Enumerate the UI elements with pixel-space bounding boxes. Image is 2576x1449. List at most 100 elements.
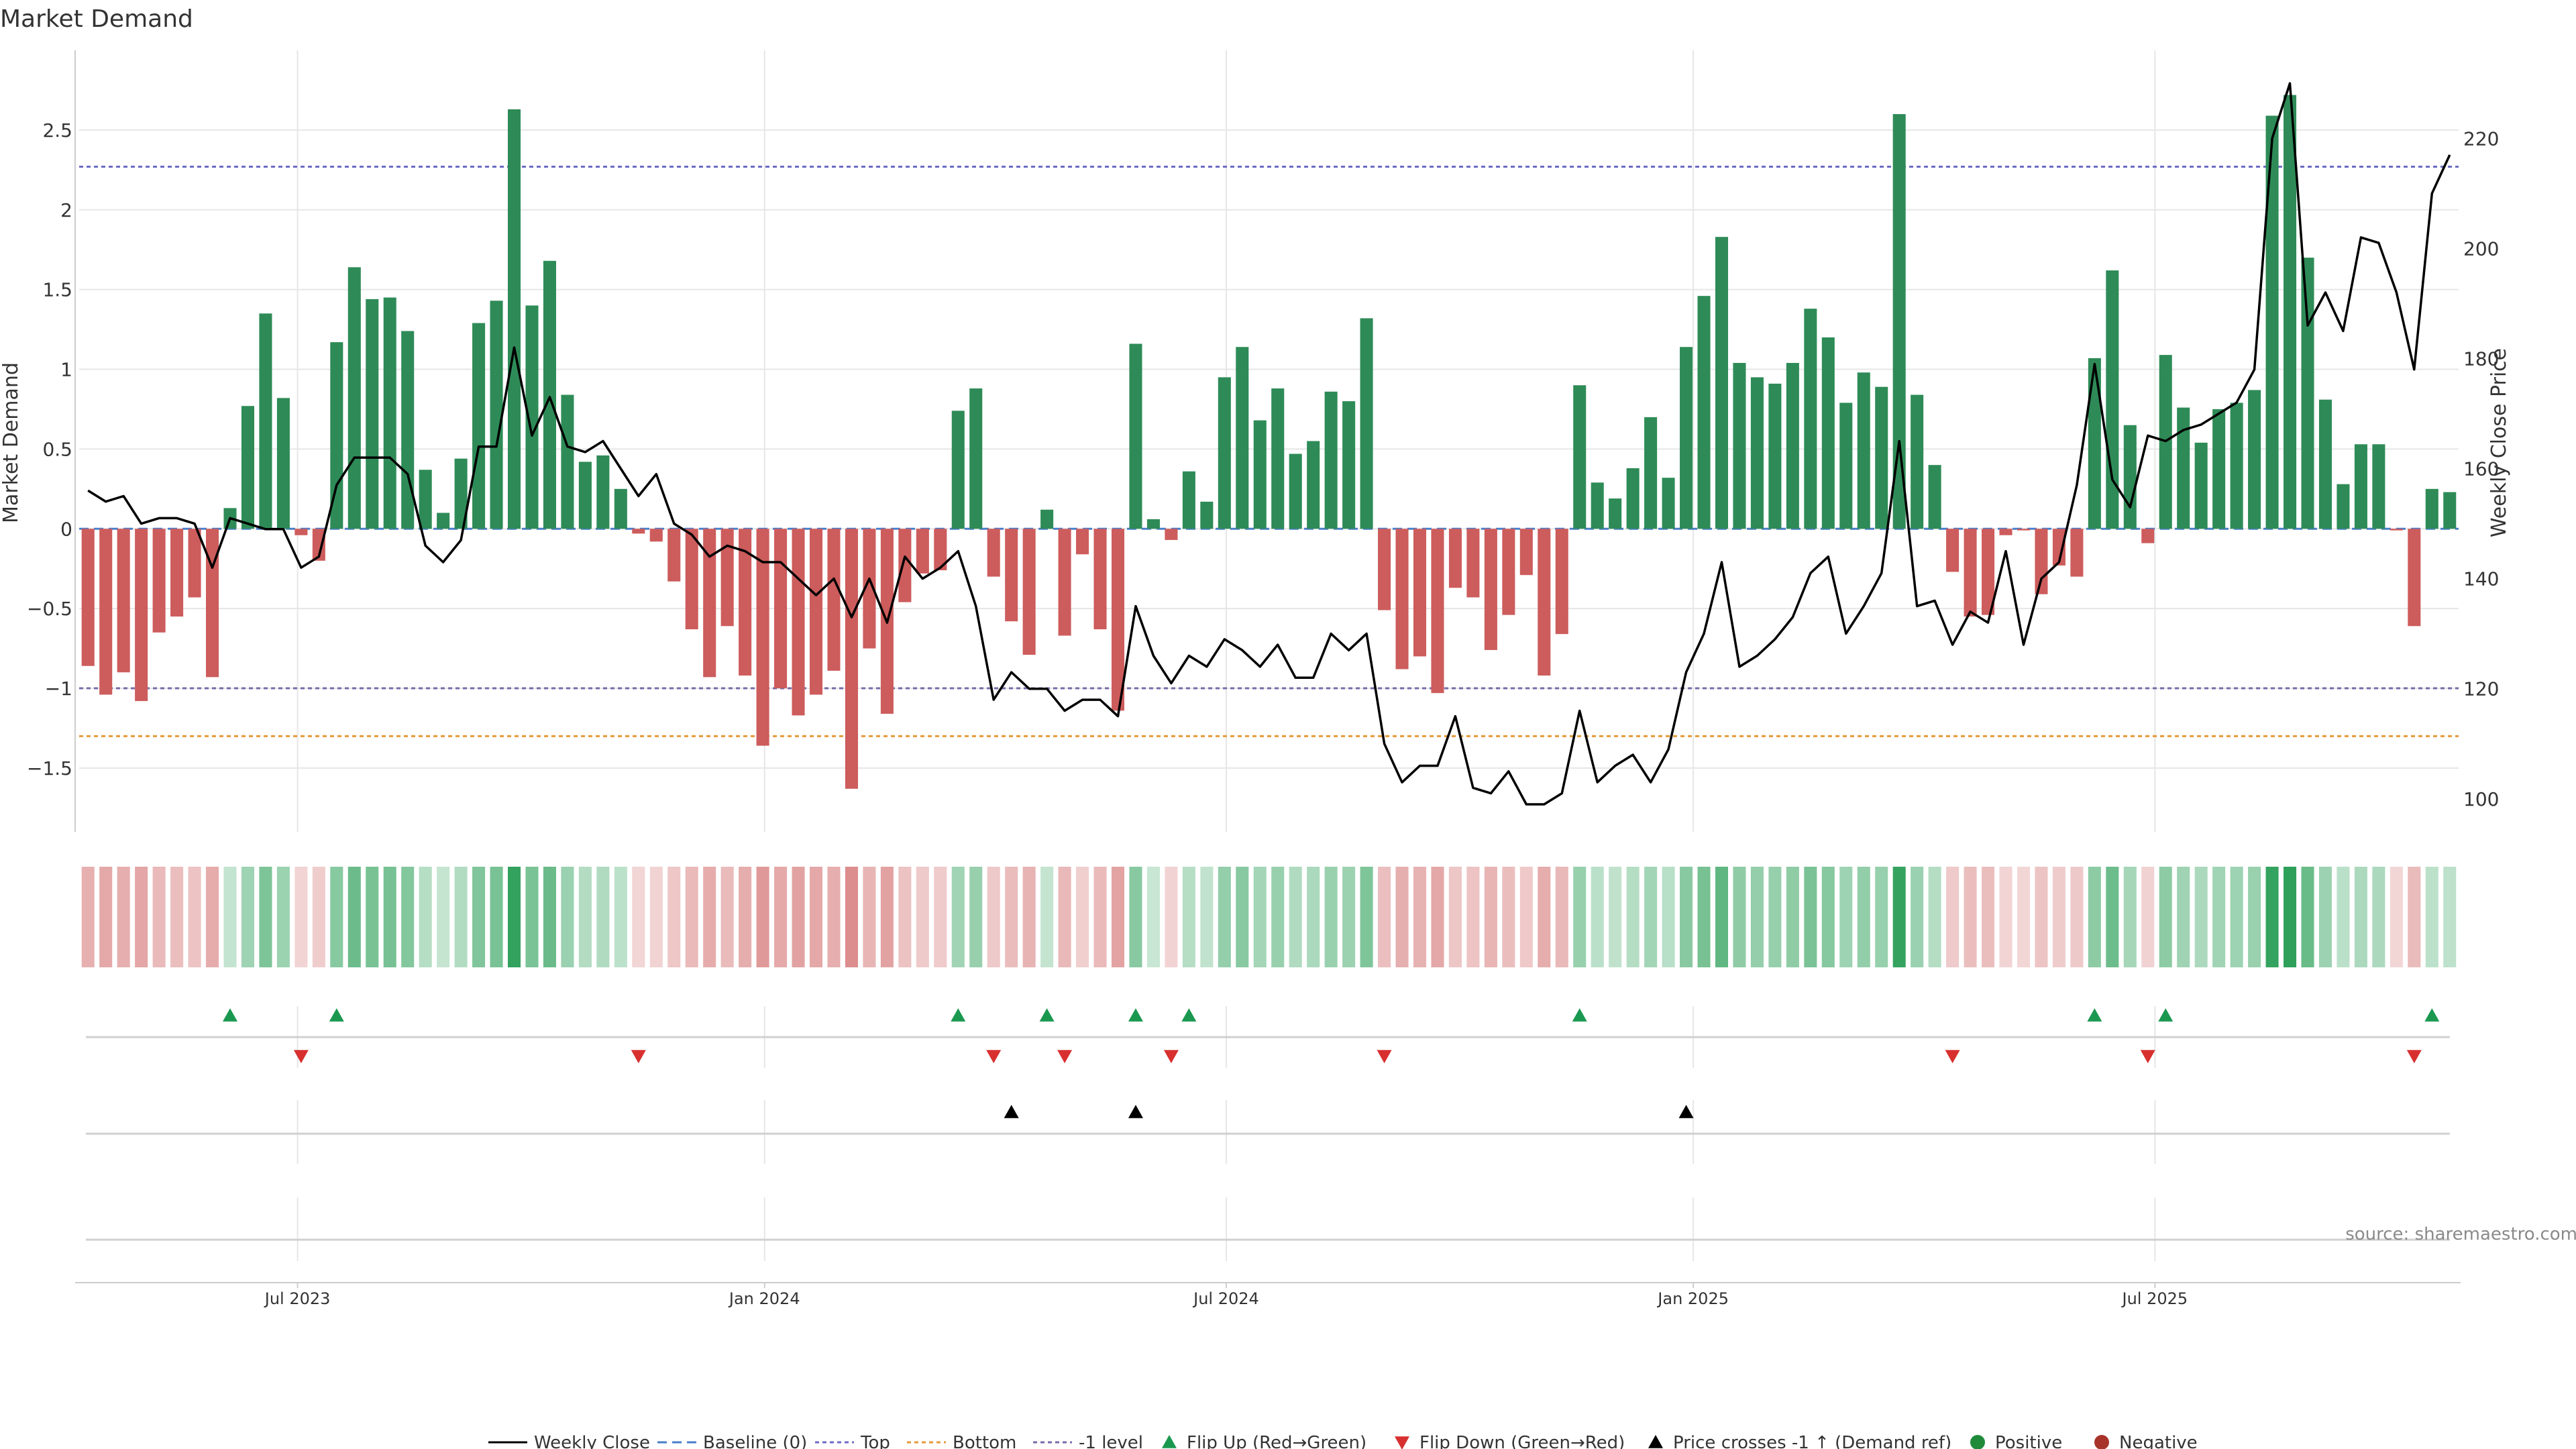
legend-label: Positive [1995, 1433, 2062, 1449]
heat-strip-cell [472, 867, 486, 967]
heat-strip-cell [2212, 867, 2226, 967]
heat-strip-cell [898, 867, 912, 967]
heat-strip-cell [1058, 867, 1071, 967]
heat-strip-cell [1200, 867, 1214, 967]
demand-bar [561, 394, 574, 529]
demand-bar [2088, 358, 2101, 529]
heat-strip-cell [1218, 867, 1231, 967]
heat-strip-cell [152, 867, 166, 967]
demand-bar [1733, 363, 1746, 529]
demand-bar [1964, 529, 1977, 617]
heat-strip-cell [667, 867, 681, 967]
chart-title: Market Demand [0, 5, 193, 33]
flip-down-marker [986, 1050, 1002, 1063]
demand-bar [2284, 95, 2297, 529]
demand-bar [401, 331, 415, 529]
demand-bar [1555, 529, 1568, 635]
demand-bar [1360, 318, 1373, 529]
demand-bar [170, 529, 184, 617]
x-tick-label: Jul 2025 [2121, 1289, 2188, 1308]
demand-bar [685, 529, 698, 630]
flip-down-marker [293, 1050, 309, 1063]
demand-bar [1750, 377, 1764, 529]
x-tick-label: Jul 2024 [1192, 1289, 1259, 1308]
demand-bar [667, 529, 681, 582]
legend-label: Bottom [953, 1433, 1016, 1449]
heat-strip-cell [1519, 867, 1533, 967]
legend-swatch-flip-up [1162, 1435, 1177, 1448]
demand-bar [898, 529, 912, 602]
heat-strip-cell [1946, 867, 1960, 967]
flip-up-marker [1128, 1008, 1143, 1022]
price-cross-marker [1004, 1105, 1019, 1118]
signal-markers [86, 1008, 2450, 1449]
demand-bar [1324, 391, 1338, 529]
demand-bar [1662, 478, 1675, 529]
flip-down-marker [631, 1050, 646, 1063]
demand-bar [1378, 529, 1391, 610]
demand-bar [2443, 492, 2457, 529]
heat-strip-cell [117, 867, 130, 967]
heat-strip-cell [1626, 867, 1640, 967]
demand-bar [1146, 519, 1160, 529]
demand-bar [792, 529, 805, 716]
heat-strip-cell [632, 867, 645, 967]
demand-bar [1591, 482, 1604, 529]
legend-swatch-positive [1970, 1435, 1985, 1449]
demand-bar [1911, 394, 1924, 529]
demand-bar [1165, 529, 1178, 540]
demand-bar [259, 313, 272, 529]
demand-bar [1573, 385, 1587, 529]
demand-bar [366, 299, 379, 529]
heat-strip-cell [1076, 867, 1089, 967]
demand-bar [1680, 347, 1693, 529]
heat-strip-cell [1395, 867, 1409, 967]
y-left-tick-label: 2 [60, 199, 72, 221]
axes: 2.5 2 1.5 1 0.5 0 −0.5 −1 −1.5 100 120 140 160 180 200… [27, 50, 2499, 1308]
demand-bar [1413, 529, 1427, 657]
heat-strip-cell [1466, 867, 1480, 967]
demand-bar [2035, 529, 2048, 594]
demand-bar [1484, 529, 1497, 650]
flip-up-marker [2424, 1008, 2440, 1022]
demand-bar [1928, 465, 1941, 529]
heat-strip-cell [330, 867, 343, 967]
flip-down-marker [1945, 1050, 1960, 1063]
heat-strip-cell [2425, 867, 2438, 967]
heat-strip-cell [1484, 867, 1497, 967]
demand-bar [1786, 363, 1799, 529]
heat-strip-cell [2123, 867, 2137, 967]
heat-strip-cell [2035, 867, 2048, 967]
flip-up-marker [2087, 1008, 2102, 1022]
demand-bar [1448, 529, 1462, 588]
demand-bar [1502, 529, 1515, 615]
heat-strip-cell [2088, 867, 2101, 967]
demand-bar [2106, 270, 2119, 529]
demand-bar [1040, 509, 1054, 529]
demand-bar [454, 458, 468, 529]
demand-bar [525, 305, 539, 529]
demand-bar [2301, 258, 2314, 529]
demand-bar [1271, 388, 1285, 529]
heat-strip-cell [1413, 867, 1427, 967]
demand-bar [2318, 399, 2332, 529]
level-lines [79, 166, 2459, 737]
y-axis-left-label: Market Demand [0, 362, 23, 523]
demand-bar [2354, 444, 2367, 529]
heat-strip-cell [2230, 867, 2243, 967]
heat-strip-cell [1022, 867, 1036, 967]
heat-strip-cell [1165, 867, 1178, 967]
heat-strip-cell [703, 867, 716, 967]
heat-strip-cell [951, 867, 965, 967]
demand-bar [1697, 296, 1711, 529]
heat-strip-cell [1892, 867, 1906, 967]
heat-strip-cell [1591, 867, 1604, 967]
demand-bar [1218, 377, 1231, 529]
demand-bar [1892, 114, 1906, 529]
heat-strip-cell [863, 867, 876, 967]
demand-bar [1609, 498, 1622, 529]
flip-up-marker [1039, 1008, 1055, 1022]
heat-strip-cell [454, 867, 468, 967]
y-right-tick-label: 100 [2463, 788, 2499, 810]
demand-bar [649, 529, 663, 542]
